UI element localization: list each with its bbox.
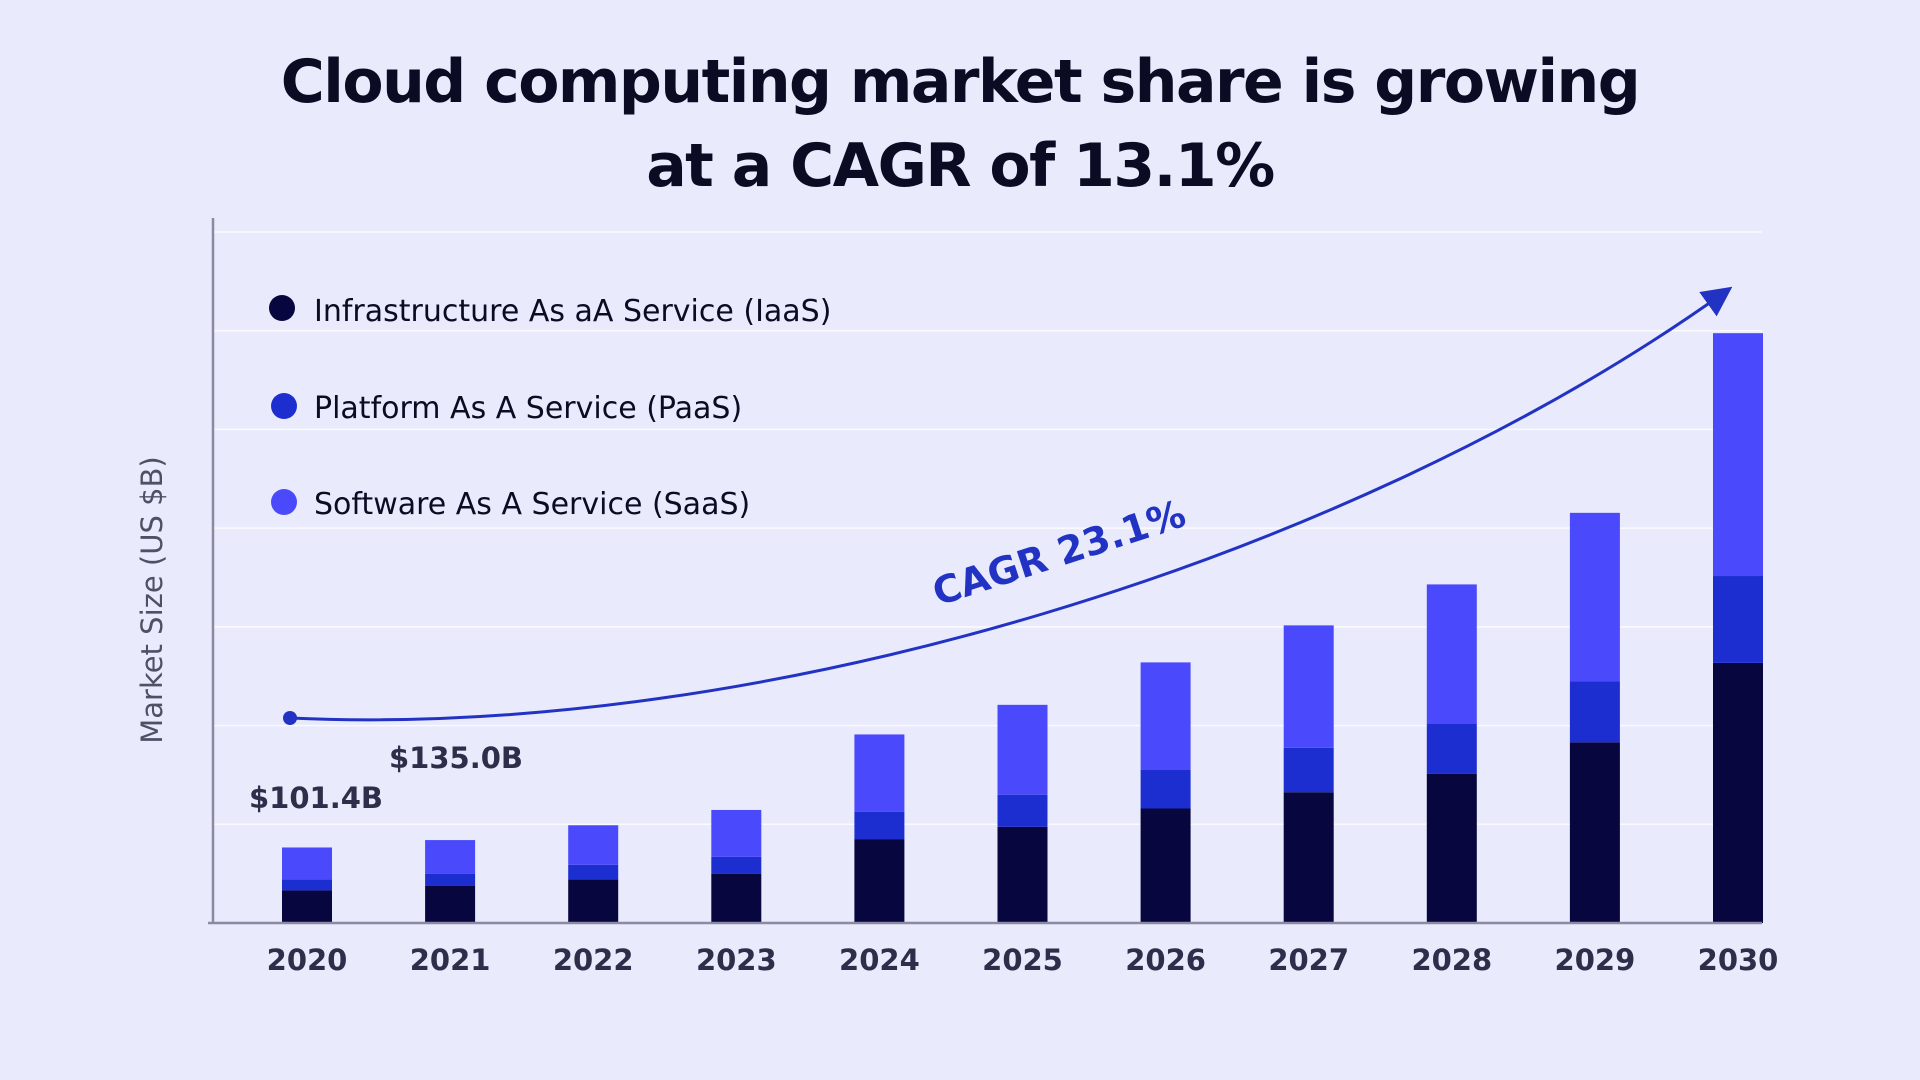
x-tick-label: 2021	[410, 943, 491, 977]
legend-label-iaas: Infrastructure As aA Service (IaaS)	[314, 294, 831, 329]
bars	[282, 333, 1763, 923]
bar-2020-iaas	[282, 890, 332, 923]
legend-swatch-paas	[271, 393, 297, 419]
grid-lines	[213, 231, 1762, 826]
bar-2023-paas	[711, 856, 762, 874]
x-tick-labels: 2020 2021 2022 2023 2024 2025 2026 2027 2028 2029…	[267, 943, 1779, 977]
x-tick-label: 2030	[1698, 943, 1779, 977]
x-tick-label: 2028	[1411, 943, 1492, 977]
bar-2024-saas	[854, 734, 905, 812]
legend-swatch-iaas	[269, 295, 295, 321]
legend-label-saas: Software As A Service (SaaS)	[314, 487, 750, 522]
legend-label-paas: Platform As A Service (PaaS)	[314, 391, 742, 426]
bar-2025-iaas	[997, 826, 1048, 923]
bar-2021-saas	[425, 840, 476, 874]
bar-2023-iaas	[711, 873, 762, 923]
value-label-2021: $135.0B	[389, 741, 523, 775]
cagr-trend-start-dot	[283, 711, 297, 725]
bar-2025-paas	[997, 794, 1048, 827]
bar-2027-iaas	[1283, 792, 1334, 923]
bar-2023-saas	[711, 809, 762, 857]
bar-2027-paas	[1283, 747, 1334, 793]
x-tick-label: 2027	[1268, 943, 1349, 977]
x-tick-label: 2026	[1125, 943, 1206, 977]
bar-2024-iaas	[854, 839, 905, 923]
bar-2028-saas	[1426, 584, 1477, 724]
bar-2020-paas	[282, 879, 332, 891]
bar-2027-saas	[1283, 625, 1334, 748]
bar-2021-paas	[425, 873, 476, 886]
bar-2026-saas	[1140, 662, 1191, 770]
x-tick-label: 2024	[839, 943, 920, 977]
bar-2022-paas	[568, 864, 619, 880]
bar-2024-paas	[854, 811, 905, 840]
value-label-2020: $101.4B	[249, 781, 383, 815]
x-tick-label: 2020	[267, 943, 348, 977]
bar-2022-iaas	[568, 879, 619, 923]
axes	[208, 218, 1762, 925]
bar-2028-paas	[1426, 723, 1477, 774]
legend: Infrastructure As aA Service (IaaS) Plat…	[269, 294, 831, 522]
bar-2030-iaas	[1713, 662, 1763, 923]
x-tick-label: 2029	[1555, 943, 1636, 977]
cagr-label: CAGR 23.1%	[927, 491, 1191, 614]
bar-2030-paas	[1713, 576, 1763, 663]
bar-2029-iaas	[1569, 742, 1620, 923]
bar-2026-paas	[1140, 769, 1191, 809]
x-tick-label: 2022	[553, 943, 634, 977]
bar-2026-iaas	[1140, 808, 1191, 923]
bar-2028-iaas	[1426, 773, 1477, 923]
bar-2022-saas	[568, 825, 619, 865]
x-tick-label: 2023	[696, 943, 777, 977]
chart-title: Cloud computing market share is growing …	[280, 47, 1641, 201]
bar-2030-saas	[1713, 333, 1763, 577]
bar-2029-saas	[1569, 512, 1620, 682]
bar-2021-iaas	[425, 885, 476, 923]
bar-2029-paas	[1569, 681, 1620, 743]
bar-2025-saas	[997, 704, 1048, 795]
x-tick-label: 2025	[982, 943, 1063, 977]
cagr-trend-line	[289, 286, 1733, 722]
bar-2020-saas	[282, 847, 332, 880]
y-axis-label: Market Size (US $B)	[135, 456, 169, 743]
legend-swatch-saas	[271, 489, 297, 515]
